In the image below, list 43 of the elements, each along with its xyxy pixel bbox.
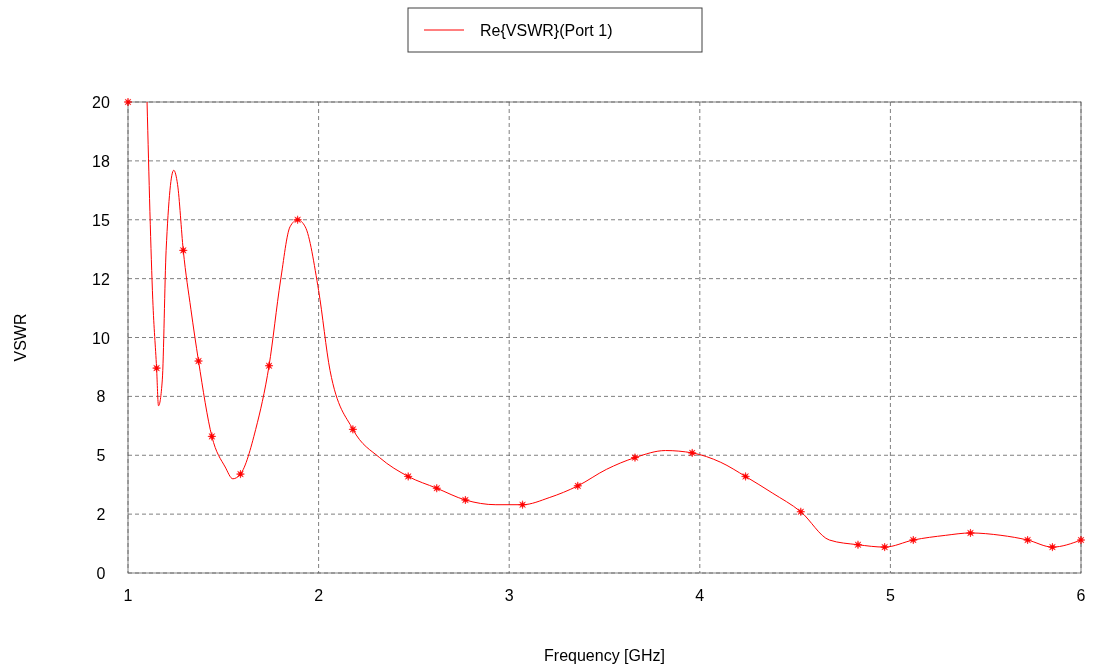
point [518, 500, 527, 509]
y-tick-label: 10 [92, 329, 110, 347]
point [293, 215, 302, 224]
x-tick-label: 3 [504, 587, 514, 604]
y-tick-label: 0 [96, 565, 106, 582]
point [573, 481, 583, 491]
point [1048, 542, 1057, 552]
y-tick-label: 2 [96, 506, 106, 524]
y-tick-label: 15 [92, 211, 110, 229]
point [207, 432, 217, 441]
point [741, 472, 750, 481]
point [432, 483, 442, 493]
point [909, 535, 918, 545]
x-tick-label: 4 [695, 587, 705, 604]
point [966, 528, 975, 538]
y-tick-label: 5 [96, 447, 106, 465]
point [264, 361, 274, 371]
y-tick-label: 20 [92, 94, 110, 111]
x-tick-label: 2 [314, 587, 324, 604]
x-tick-label: 5 [885, 587, 895, 604]
point [461, 495, 470, 505]
point [179, 246, 188, 255]
y-tick-label: 8 [96, 388, 106, 406]
point [853, 540, 863, 549]
point [403, 472, 413, 481]
point [348, 425, 358, 434]
legend-label: Re{VSWR}(Port 1) [480, 22, 613, 39]
point [630, 453, 640, 462]
y-axis-title: VSWR [12, 313, 29, 362]
point [152, 363, 161, 373]
x-axis-title: Frequency [GHz] [544, 647, 665, 664]
point [1023, 535, 1032, 545]
point [1076, 535, 1086, 545]
point [236, 469, 245, 479]
point [796, 507, 806, 517]
x-tick-label: 1 [123, 587, 133, 604]
x-tick-label: 6 [1076, 587, 1086, 604]
point [123, 97, 133, 107]
y-tick-label: 18 [92, 152, 110, 170]
y-tick-label: 12 [92, 270, 110, 288]
point [687, 448, 697, 458]
point [880, 542, 889, 552]
point [194, 356, 203, 366]
